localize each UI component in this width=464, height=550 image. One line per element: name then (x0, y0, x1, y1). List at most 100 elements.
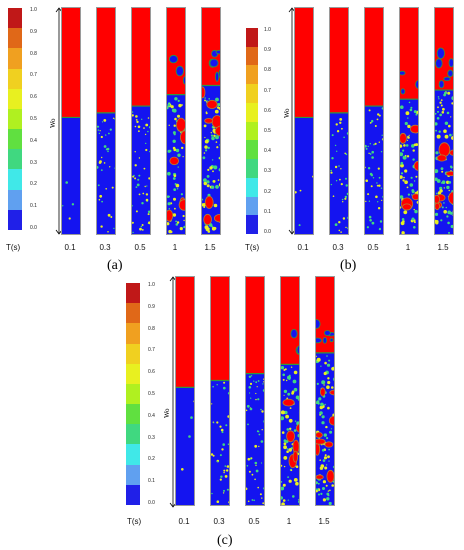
bubble (326, 355, 328, 357)
bubble (167, 149, 171, 153)
air-pocket (436, 154, 447, 162)
colorbar-segment (8, 68, 22, 90)
bubble (402, 179, 405, 182)
colorbar-tick-label: 0.8 (264, 67, 271, 74)
bubble (368, 109, 371, 112)
air-pocket (316, 442, 321, 456)
colorbar-segment (8, 189, 22, 211)
bubble (264, 411, 265, 412)
bubble (172, 177, 176, 180)
bubble (147, 117, 150, 119)
column-field (176, 386, 194, 505)
colorbar-segment (8, 88, 22, 110)
column-snapshot (175, 276, 195, 506)
bubble (440, 182, 443, 184)
bubble (377, 113, 380, 116)
bubble (281, 416, 285, 421)
time-axis-label-b: T(s) (245, 243, 260, 252)
bubble (452, 210, 453, 213)
column-field (365, 105, 383, 234)
water-droplet (436, 47, 445, 60)
time-value-label: 0.1 (297, 243, 309, 252)
bubble (168, 124, 170, 127)
bubble (340, 168, 342, 170)
colorbar-segment (246, 159, 258, 179)
bubble (435, 112, 437, 115)
bubble (226, 465, 229, 468)
bubble (173, 124, 176, 127)
water-droplet (443, 76, 451, 82)
bubble (443, 210, 447, 214)
bubble (377, 201, 379, 203)
bubble (103, 162, 106, 164)
bubble (215, 97, 219, 102)
bubble (443, 202, 445, 204)
colorbar-tick-label: 0.1 (30, 203, 37, 210)
bubble (150, 192, 151, 195)
bubble (281, 366, 285, 370)
bubble (68, 217, 71, 220)
air-pocket (292, 450, 299, 463)
bubble (254, 444, 258, 448)
bubble (318, 493, 320, 496)
column-field (330, 112, 348, 234)
air-pocket (180, 130, 185, 145)
colorbar-segment (126, 464, 140, 486)
column-field (211, 379, 229, 505)
air-pocket (169, 156, 179, 166)
bubble (439, 186, 443, 190)
column-snapshot (210, 276, 230, 506)
bubble (449, 133, 452, 137)
bubble (228, 444, 229, 446)
bubble (247, 457, 251, 461)
bubble (105, 188, 107, 190)
column-snapshot (364, 7, 384, 235)
bubble (436, 117, 440, 120)
bubble (281, 410, 285, 415)
bubble (210, 132, 212, 134)
bubble (183, 219, 185, 222)
bubble (413, 208, 415, 211)
air-pocket (410, 124, 418, 134)
bubble (261, 429, 263, 431)
bubble (216, 421, 219, 424)
colorbar-segment (246, 196, 258, 216)
bubble (203, 178, 207, 183)
bubble (320, 492, 323, 495)
bubble (400, 206, 402, 209)
bubble (71, 203, 75, 206)
water-droplet (218, 69, 220, 79)
bubble (372, 177, 375, 179)
bubble (134, 125, 137, 128)
bubble (400, 161, 404, 165)
bubble (99, 194, 103, 198)
time-value-label: 0.5 (367, 243, 379, 252)
bubble (97, 184, 100, 187)
bubble (222, 443, 225, 446)
bubble (203, 124, 207, 128)
bubble (132, 231, 134, 234)
bubble (376, 118, 379, 121)
air-pocket (167, 209, 174, 222)
bubble (290, 366, 293, 368)
bubble (293, 429, 297, 432)
bubble (437, 110, 439, 113)
colorbar-tick-label: 0.5 (30, 116, 37, 122)
bubble (176, 221, 180, 224)
bubble (181, 468, 184, 471)
bubble (295, 191, 297, 194)
bubble (114, 117, 115, 121)
bubble (409, 183, 414, 187)
bubble (319, 414, 321, 416)
bubble (435, 212, 439, 216)
water-droplet (435, 58, 443, 69)
bubble (227, 392, 229, 395)
column-snapshot (294, 7, 314, 235)
panel-label-a: (a) (107, 258, 123, 273)
bubble (327, 406, 330, 410)
bubble (211, 159, 214, 161)
bubble (328, 359, 331, 362)
bubble (445, 206, 447, 209)
bubble (294, 420, 297, 422)
bubble (141, 224, 144, 226)
